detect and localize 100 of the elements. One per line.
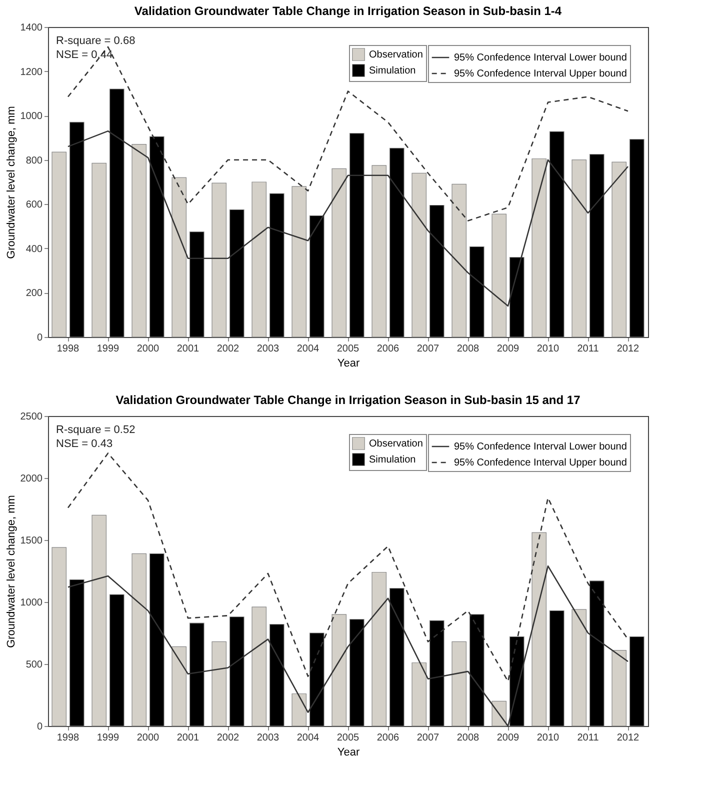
y-tick-label: 2000 bbox=[20, 474, 43, 484]
x-tick-label: 2010 bbox=[536, 344, 560, 354]
bar bbox=[589, 580, 604, 726]
bar bbox=[269, 624, 284, 726]
legend-label: Simulation bbox=[369, 66, 416, 76]
bar bbox=[269, 193, 284, 338]
bar bbox=[149, 553, 164, 726]
bar bbox=[132, 553, 147, 726]
bar bbox=[589, 154, 604, 338]
bar bbox=[509, 256, 524, 338]
y-tick-label: 500 bbox=[26, 660, 43, 670]
bar bbox=[492, 700, 507, 726]
y-tick-label: 600 bbox=[26, 200, 43, 211]
bar bbox=[412, 662, 427, 726]
y-tick-label: 0 bbox=[36, 722, 43, 732]
y-tick-label: 0 bbox=[36, 332, 43, 344]
y-tick-label: 2500 bbox=[20, 412, 43, 422]
bar bbox=[612, 650, 627, 726]
x-tick-label: 2000 bbox=[136, 732, 160, 744]
line-series bbox=[67, 130, 629, 307]
bar bbox=[189, 232, 204, 338]
bar bbox=[332, 168, 347, 338]
bar bbox=[212, 641, 227, 726]
bar bbox=[509, 636, 524, 726]
legend-label: Observation bbox=[369, 50, 423, 60]
bar bbox=[429, 620, 444, 726]
x-tick-label: 2004 bbox=[296, 732, 320, 744]
x-tick-label: 2006 bbox=[376, 732, 400, 744]
y-tick-label: 1500 bbox=[20, 536, 43, 546]
bar bbox=[612, 162, 627, 338]
bar bbox=[372, 165, 387, 338]
bar bbox=[532, 532, 547, 726]
legend-label: 95% Confedence Interval Lower bound bbox=[454, 52, 627, 64]
x-tick-label: 2002 bbox=[216, 344, 240, 354]
y-tick-label: 200 bbox=[26, 288, 43, 300]
bar bbox=[549, 610, 564, 726]
x-tick-label: 2008 bbox=[456, 732, 480, 744]
bar bbox=[349, 132, 364, 338]
x-tick-label: 2003 bbox=[256, 732, 280, 744]
x-tick-label: 1998 bbox=[56, 344, 80, 354]
bar bbox=[252, 182, 267, 338]
x-tick-label: 2004 bbox=[296, 344, 320, 354]
bar bbox=[389, 148, 404, 338]
y-tick-label: 1400 bbox=[20, 22, 43, 34]
bar bbox=[292, 186, 307, 338]
legend-label: Simulation bbox=[369, 454, 416, 466]
bar bbox=[532, 158, 547, 338]
bar bbox=[229, 209, 244, 338]
x-tick-label: 2005 bbox=[336, 732, 360, 744]
x-tick-label: 2000 bbox=[136, 344, 160, 354]
bar bbox=[389, 588, 404, 726]
bar bbox=[549, 131, 564, 338]
x-tick-label: 1999 bbox=[96, 732, 120, 744]
x-tick-label: 2001 bbox=[176, 732, 200, 744]
bar bbox=[572, 160, 587, 338]
bar bbox=[189, 622, 204, 726]
y-tick-label: 400 bbox=[26, 244, 43, 255]
x-tick-label: 1999 bbox=[96, 344, 120, 354]
legend-label: Observation bbox=[369, 438, 423, 450]
y-axis-title: Groundwater level change, mm bbox=[5, 495, 18, 648]
line-series bbox=[67, 452, 629, 682]
bar bbox=[629, 636, 644, 726]
x-tick-label: 2008 bbox=[456, 344, 480, 354]
annotation: R-square = 0.68 bbox=[56, 35, 136, 47]
y-tick-label: 1200 bbox=[20, 66, 43, 78]
bar bbox=[452, 641, 467, 726]
annotation: NSE = 0.43 bbox=[56, 438, 113, 450]
x-tick-label: 2009 bbox=[496, 344, 520, 354]
y-axis-title: Groundwater level change, mm bbox=[5, 106, 18, 259]
bar bbox=[252, 606, 267, 726]
bar bbox=[212, 182, 227, 338]
bar bbox=[572, 609, 587, 726]
y-tick-label: 1000 bbox=[20, 598, 43, 608]
x-tick-label: 2005 bbox=[336, 344, 360, 354]
x-tick-label: 2011 bbox=[577, 732, 600, 744]
y-tick-label: 1000 bbox=[20, 111, 43, 122]
bar bbox=[172, 177, 187, 338]
bar bbox=[292, 693, 307, 726]
x-tick-label: 2003 bbox=[256, 344, 280, 354]
bar bbox=[69, 122, 84, 338]
annotation: NSE = 0.44 bbox=[56, 49, 113, 61]
bar bbox=[172, 646, 187, 726]
legend-label: 95% Confedence Interval Upper bound bbox=[454, 68, 627, 80]
x-tick-label: 1998 bbox=[56, 732, 80, 744]
bar bbox=[452, 184, 467, 338]
bar bbox=[229, 616, 244, 726]
chart-title: Validation Groundwater Table Change in Irrigation Season in Sub-basin 15 and 17 bbox=[116, 393, 581, 407]
x-tick-label: 2012 bbox=[616, 344, 640, 354]
bar bbox=[372, 572, 387, 726]
legend-label: 95% Confedence Interval Upper bound bbox=[454, 458, 627, 468]
bar bbox=[52, 152, 67, 338]
bar bbox=[309, 632, 324, 726]
bar bbox=[349, 619, 364, 726]
bar bbox=[429, 204, 444, 338]
line-series bbox=[67, 565, 629, 727]
bar bbox=[469, 614, 484, 726]
x-tick-label: 2006 bbox=[376, 344, 400, 354]
x-axis-title: Year bbox=[337, 746, 360, 758]
annotation: R-square = 0.52 bbox=[56, 424, 136, 436]
x-tick-label: 2011 bbox=[577, 344, 600, 354]
